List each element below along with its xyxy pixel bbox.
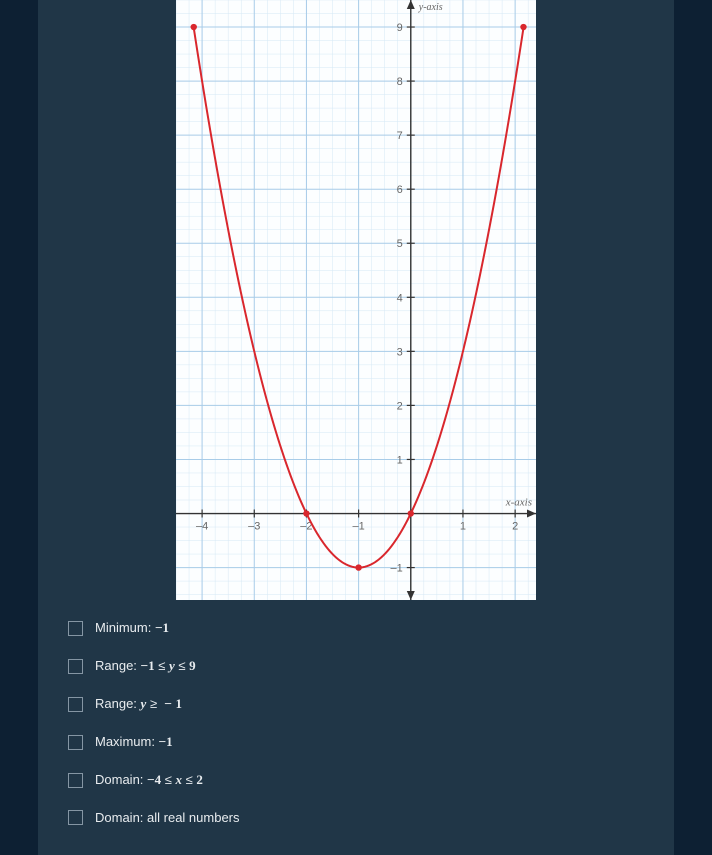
svg-text:9: 9 bbox=[397, 22, 403, 34]
svg-text:y-axis: y-axis bbox=[418, 2, 443, 13]
opt-range2-checkbox[interactable] bbox=[68, 697, 83, 712]
svg-text:6: 6 bbox=[397, 184, 403, 196]
option-label: Range: y ≥ − 1 bbox=[95, 696, 182, 712]
option-row: Domain: all real numbers bbox=[68, 810, 644, 825]
svg-text:–1: –1 bbox=[391, 563, 403, 575]
option-label: Range: −1 ≤ y ≤ 9 bbox=[95, 658, 196, 674]
opt-min-checkbox[interactable] bbox=[68, 621, 83, 636]
svg-text:4: 4 bbox=[397, 292, 403, 304]
opt-max-checkbox[interactable] bbox=[68, 735, 83, 750]
svg-text:1: 1 bbox=[397, 454, 403, 466]
answer-options: Minimum: −1 Range: −1 ≤ y ≤ 9 Range: y ≥ −… bbox=[38, 600, 674, 825]
svg-text:8: 8 bbox=[397, 76, 403, 88]
option-row: Range: −1 ≤ y ≤ 9 bbox=[68, 658, 644, 674]
svg-text:3: 3 bbox=[397, 346, 403, 358]
opt-range1-checkbox[interactable] bbox=[68, 659, 83, 674]
chart-container: –4–3–2–112–1123456789x-axisy-axis bbox=[38, 0, 674, 600]
option-row: Range: y ≥ − 1 bbox=[68, 696, 644, 712]
option-row: Domain: −4 ≤ x ≤ 2 bbox=[68, 772, 644, 788]
svg-text:1: 1 bbox=[460, 521, 466, 533]
svg-text:5: 5 bbox=[397, 238, 403, 250]
svg-text:2: 2 bbox=[397, 400, 403, 412]
parabola-chart: –4–3–2–112–1123456789x-axisy-axis bbox=[176, 0, 536, 600]
svg-text:7: 7 bbox=[397, 130, 403, 142]
option-label: Maximum: −1 bbox=[95, 734, 173, 750]
option-label: Minimum: −1 bbox=[95, 620, 169, 636]
svg-text:–3: –3 bbox=[248, 521, 260, 533]
svg-text:2: 2 bbox=[512, 521, 518, 533]
svg-text:–1: –1 bbox=[352, 521, 364, 533]
svg-text:x-axis: x-axis bbox=[505, 497, 532, 509]
option-row: Maximum: −1 bbox=[68, 734, 644, 750]
option-row: Minimum: −1 bbox=[68, 620, 644, 636]
opt-domain2-checkbox[interactable] bbox=[68, 810, 83, 825]
option-label: Domain: −4 ≤ x ≤ 2 bbox=[95, 772, 203, 788]
opt-domain1-checkbox[interactable] bbox=[68, 773, 83, 788]
option-label: Domain: all real numbers bbox=[95, 810, 240, 825]
question-panel: –4–3–2–112–1123456789x-axisy-axis Minimu… bbox=[38, 0, 674, 855]
svg-text:–4: –4 bbox=[196, 521, 208, 533]
